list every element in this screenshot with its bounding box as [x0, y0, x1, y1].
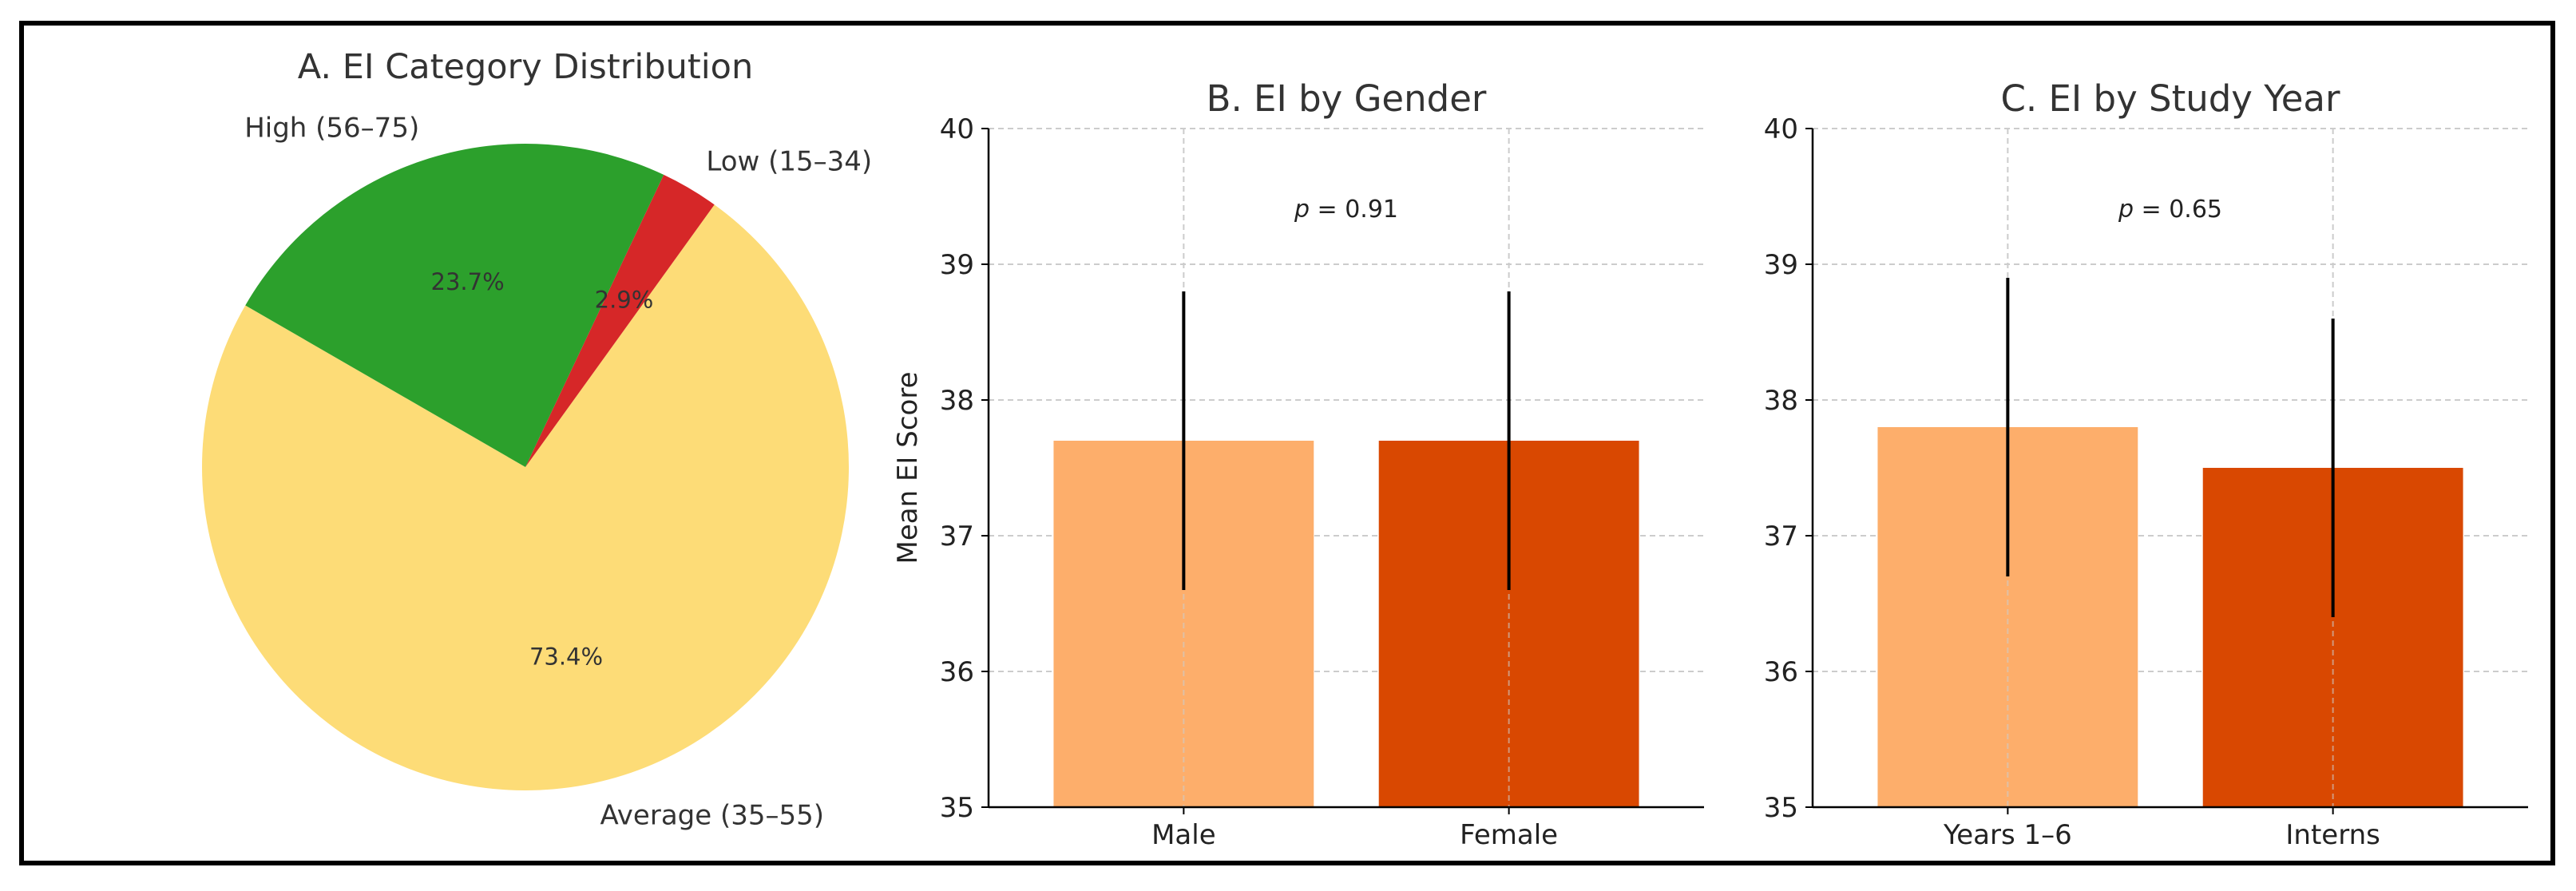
pie-category-label-low-15-34: Low (15–34): [706, 145, 872, 177]
panel-title: C. EI by Study Year: [2000, 77, 2340, 120]
pie-category-label-high-56-75: High (56–75): [244, 113, 419, 145]
pie-pct-label-high-56-75: 23.7%: [431, 268, 505, 295]
y-tick-label: 35: [940, 792, 974, 824]
pie-category-label-average-35-55: Average (35–55): [600, 800, 824, 832]
y-tick-label: 39: [940, 249, 974, 281]
pie-slice-average-35-55: [202, 204, 849, 790]
y-tick-label: 37: [1764, 521, 1798, 552]
y-tick-label: 39: [1764, 249, 1798, 281]
p-symbol: p: [2118, 196, 2134, 224]
y-tick-label: 38: [1764, 385, 1798, 417]
pie-title: A. EI Category Distribution: [298, 47, 753, 87]
pie-pct-label-low-15-34: 2.9%: [595, 287, 654, 314]
y-tick-label: 38: [940, 385, 974, 417]
y-tick-label: 36: [1764, 656, 1798, 688]
pie-slice-low-15-34: [525, 174, 715, 467]
bar-chart-panel-c: 35 36 37 38 39 40 Years 1–6 Interns C. EI by Stu…: [1764, 77, 2528, 851]
x-tick-label-male: Male: [1151, 819, 1216, 851]
y-tick-label: 35: [1764, 792, 1798, 824]
y-axis-label: Mean EI Score: [892, 372, 924, 564]
x-tick-label-years-1-6: Years 1–6: [1943, 819, 2072, 851]
bar-chart-panel-b: 35 36 37 38 39 40 Male Female B. EI by Gender Mea…: [892, 77, 1704, 851]
y-tick-label: 36: [940, 656, 974, 688]
pie-slice-high-56-75: [245, 143, 664, 467]
y-tick-label: 40: [1764, 113, 1798, 145]
x-tick-label-interns: Interns: [2285, 819, 2380, 851]
y-tick-label: 37: [940, 521, 974, 552]
pie-chart-panel-a: A. EI Category Distribution 73.4% Average…: [202, 47, 872, 832]
panel-title: B. EI by Gender: [1207, 77, 1487, 120]
p-value-text: = 0.65: [2134, 196, 2222, 224]
p-symbol: p: [1294, 196, 1310, 224]
pie-pct-label-average-35-55: 73.4%: [529, 644, 603, 671]
pie-slices: [202, 143, 849, 790]
x-tick-label-female: Female: [1460, 819, 1558, 851]
pie-labels: 73.4% Average (35–55) 2.9% Low (15–34) 23.7%…: [244, 113, 872, 832]
y-tick-label: 40: [940, 113, 974, 145]
p-value-annotation: p = 0.65: [2118, 196, 2222, 224]
p-value-text: = 0.91: [1310, 196, 1398, 224]
p-value-annotation: p = 0.91: [1294, 196, 1398, 224]
